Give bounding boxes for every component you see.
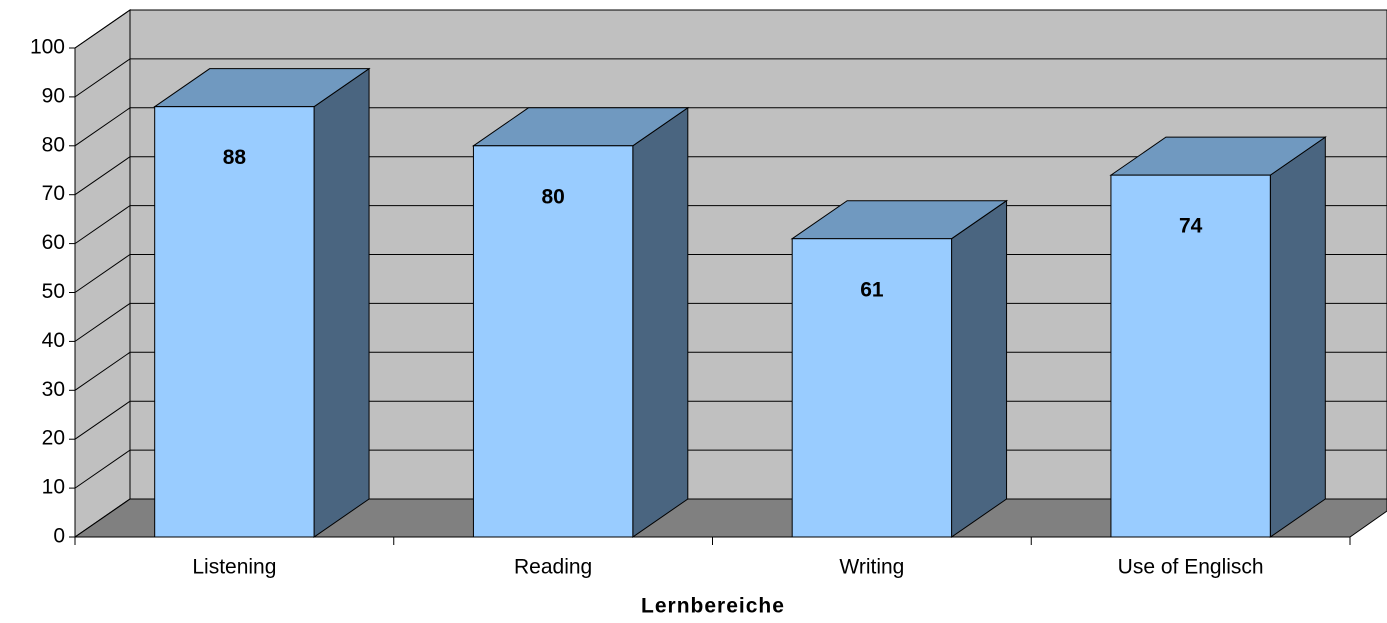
x-tick-label: Listening [192,556,276,579]
bar-side [632,106,689,538]
value-label: 88 [223,146,247,169]
bar [154,106,315,538]
bar-side [951,199,1008,538]
bar-side [1269,136,1326,538]
x-tick-label: Writing [839,556,904,579]
x-axis-title: Lernbereiche [641,595,785,618]
y-tick-label: 100 [30,36,65,59]
bars [153,67,1327,538]
y-tick-label: 80 [42,133,65,156]
x-tick-label: Use of Englisch [1118,556,1264,579]
y-tick-label: 20 [42,427,65,450]
x-tick-label: Reading [514,556,592,579]
y-tick-label: 90 [42,84,65,107]
y-tick-label: 0 [53,525,65,548]
value-label: 61 [860,278,884,301]
value-label: 80 [541,185,564,208]
bar [1110,174,1271,538]
bar [472,145,634,538]
bar [791,238,953,538]
y-tick-label: 40 [42,329,65,352]
value-label: 74 [1179,215,1203,238]
y-tick-label: 30 [42,378,65,401]
grid-line [74,58,1387,98]
y-tick-label: 70 [42,182,65,205]
y-tick-label: 10 [42,476,65,499]
grid-line [74,9,1387,49]
y-tick-label: 50 [42,280,65,303]
bar-side [313,67,370,538]
y-tick-label: 60 [42,231,65,254]
grid-line [74,156,1387,196]
grid-line [74,107,1387,147]
